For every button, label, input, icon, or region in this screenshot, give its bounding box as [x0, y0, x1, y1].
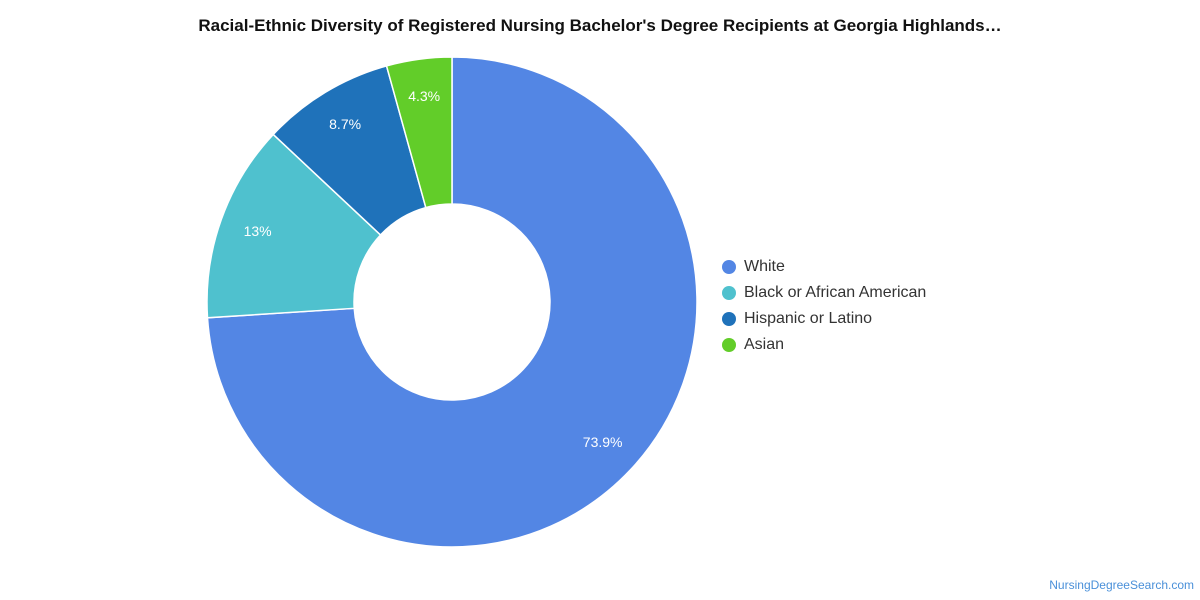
- legend-swatch: [722, 338, 736, 352]
- slice-asian[interactable]: [385, 56, 453, 209]
- legend-swatch: [722, 260, 736, 274]
- legend-label: Asian: [744, 336, 785, 353]
- source-link[interactable]: NursingDegreeSearch.com: [1049, 578, 1194, 592]
- slice-value-label: 4.3%: [408, 88, 440, 104]
- slice-value-label: 13%: [244, 223, 272, 239]
- legend-label: Black or African American: [744, 284, 927, 301]
- slice-black-or-african-american[interactable]: [206, 133, 382, 319]
- legend: White Black or African American Hispanic o…: [722, 254, 926, 358]
- legend-item-black-or-african-american[interactable]: Black or African American: [722, 280, 926, 306]
- slice-white[interactable]: [206, 56, 698, 548]
- legend-label: White: [744, 258, 785, 275]
- legend-item-hispanic-or-latino[interactable]: Hispanic or Latino: [722, 306, 926, 332]
- legend-item-asian[interactable]: Asian: [722, 332, 926, 358]
- slice-value-label: 8.7%: [329, 116, 361, 132]
- legend-label: Hispanic or Latino: [744, 310, 873, 327]
- legend-item-white[interactable]: White: [722, 254, 926, 280]
- legend-swatch: [722, 286, 736, 300]
- chart-title: Racial-Ethnic Diversity of Registered Nu…: [198, 16, 1002, 35]
- slice-value-label: 73.9%: [583, 434, 623, 450]
- legend-swatch: [722, 312, 736, 326]
